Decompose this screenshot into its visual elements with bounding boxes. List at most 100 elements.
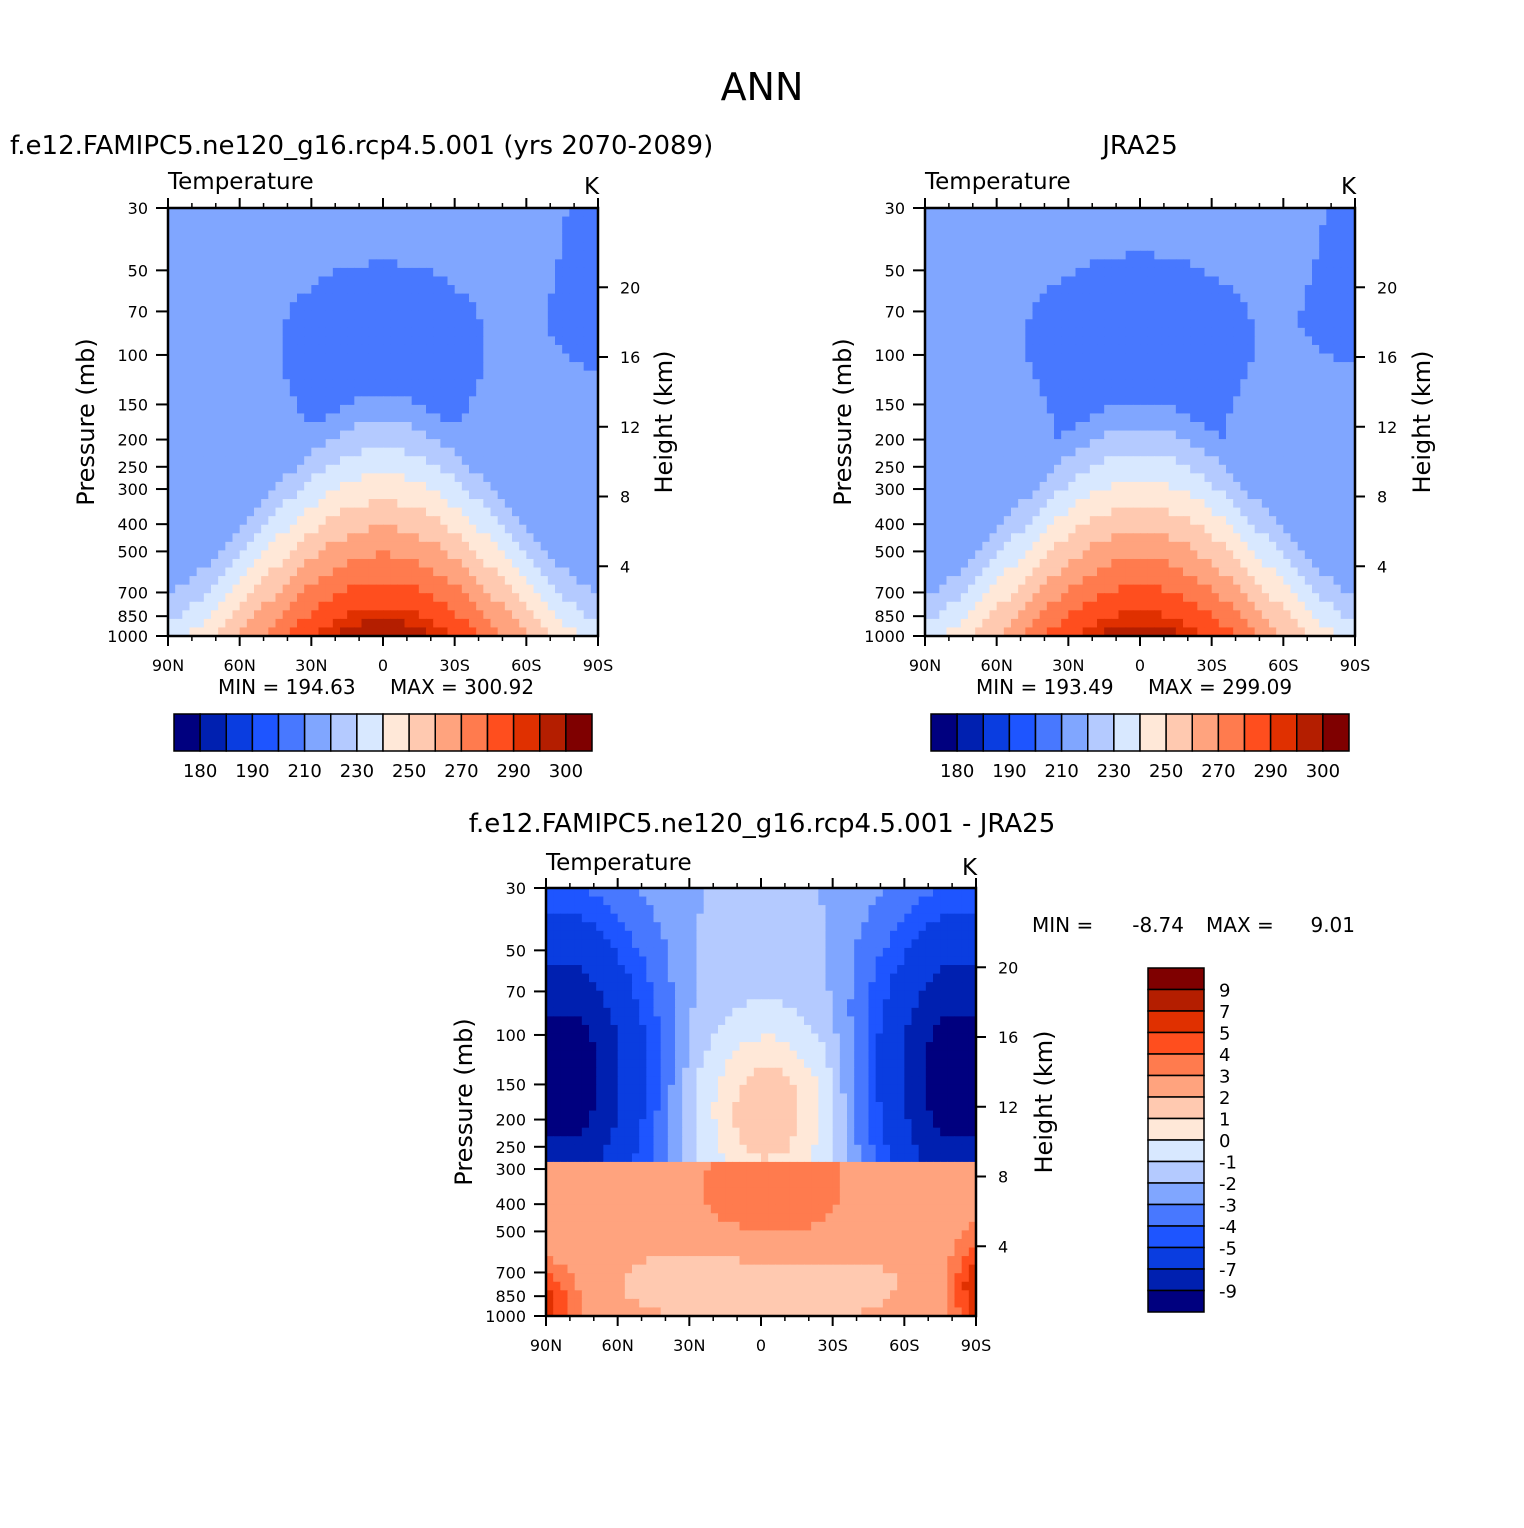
field-cell	[390, 568, 398, 577]
field-cell	[426, 413, 434, 422]
field-cell	[390, 405, 398, 414]
field-cell	[190, 431, 198, 440]
field-cell	[968, 242, 976, 251]
field-cell	[405, 499, 413, 508]
field-cell	[1305, 405, 1313, 414]
field-cell	[462, 448, 470, 457]
field-cell	[340, 336, 348, 345]
field-cell	[290, 371, 298, 380]
field-cell	[1068, 242, 1076, 251]
field-cell	[1126, 276, 1134, 285]
field-cell	[182, 490, 190, 499]
field-cell	[319, 328, 327, 337]
field-cell	[491, 328, 499, 337]
field-cell	[1226, 431, 1234, 440]
field-cell	[448, 422, 456, 431]
field-cell	[1090, 208, 1098, 217]
field-cell	[261, 413, 269, 422]
field-cell	[354, 362, 362, 371]
field-cell	[541, 610, 549, 619]
field-cell	[182, 593, 190, 602]
field-cell	[1341, 319, 1349, 328]
field-cell	[290, 276, 298, 285]
field-cell	[476, 550, 484, 559]
field-cell	[1190, 422, 1198, 431]
field-cell	[939, 328, 947, 337]
field-cell	[476, 251, 484, 260]
field-cell	[1119, 268, 1127, 277]
field-cell	[1240, 431, 1248, 440]
field-cell	[354, 533, 362, 542]
field-cell	[584, 499, 592, 508]
field-cell	[204, 525, 212, 534]
field-cell	[968, 371, 976, 380]
field-cell	[354, 242, 362, 251]
field-cell	[369, 533, 377, 542]
field-cell	[326, 225, 334, 234]
field-cell	[1004, 388, 1012, 397]
field-cell	[1334, 354, 1342, 363]
field-cell	[175, 559, 183, 568]
field-cell	[1097, 336, 1105, 345]
field-cell	[283, 550, 291, 559]
field-cell	[283, 619, 291, 628]
field-cell	[333, 431, 341, 440]
field-cell	[569, 602, 577, 611]
field-cell	[1305, 362, 1313, 371]
field-cell	[319, 431, 327, 440]
field-cell	[541, 576, 549, 585]
field-cell	[1154, 208, 1162, 217]
field-cell	[397, 431, 405, 440]
field-cell	[1269, 456, 1277, 465]
field-cell	[505, 268, 513, 277]
field-cell	[569, 499, 577, 508]
field-cell	[939, 217, 947, 226]
field-cell	[347, 499, 355, 508]
field-cell	[1219, 388, 1227, 397]
height-tick-label: 20	[620, 278, 640, 297]
field-cell	[225, 362, 233, 371]
panel-model: f.e12.FAMIPC5.ne120_g16.rcp4.5.001 (yrs …	[10, 131, 713, 782]
field-cell	[333, 516, 341, 525]
field-cell	[175, 379, 183, 388]
field-cell	[354, 465, 362, 474]
field-cell	[512, 242, 520, 251]
field-cell	[1262, 328, 1270, 337]
field-cell	[1262, 456, 1270, 465]
y-tick-label: 700	[117, 583, 148, 602]
field-cell	[433, 448, 441, 457]
field-cell	[211, 593, 219, 602]
field-cell	[961, 439, 969, 448]
field-cell	[462, 328, 470, 337]
field-cell	[462, 559, 470, 568]
field-cell	[218, 525, 226, 534]
field-cell	[1047, 251, 1055, 260]
field-cell	[276, 285, 284, 294]
field-cell	[340, 533, 348, 542]
field-cell	[376, 516, 384, 525]
field-cell	[197, 593, 205, 602]
field-cell	[476, 533, 484, 542]
field-cell	[247, 413, 255, 422]
field-cell	[204, 225, 212, 234]
field-cell	[1025, 362, 1033, 371]
field-cell	[247, 610, 255, 619]
field-cell	[326, 542, 334, 551]
field-cell	[1061, 465, 1069, 474]
field-cell	[333, 508, 341, 517]
field-cell	[526, 234, 534, 243]
field-cell	[1233, 285, 1241, 294]
field-cell	[419, 473, 427, 482]
field-cell	[1226, 379, 1234, 388]
field-cell	[455, 593, 463, 602]
field-cell	[1205, 448, 1213, 457]
field-cell	[1334, 431, 1342, 440]
field-cell	[412, 311, 420, 320]
field-cell	[426, 431, 434, 440]
field-cell	[1240, 302, 1248, 311]
field-cell	[562, 585, 570, 594]
field-cell	[433, 285, 441, 294]
field-cell	[304, 448, 312, 457]
field-cell	[225, 525, 233, 534]
field-cell	[340, 619, 348, 628]
